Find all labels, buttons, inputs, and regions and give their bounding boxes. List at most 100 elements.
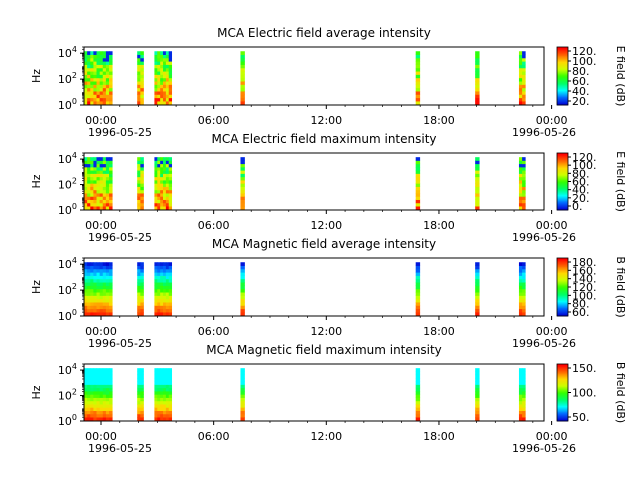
spectrum-cell <box>84 387 88 392</box>
colorbar-segment <box>557 307 568 310</box>
colorbar-segment <box>557 170 568 173</box>
spectrum-cell <box>154 180 158 184</box>
spectrum-cell <box>168 67 173 72</box>
colorbar-segment <box>557 258 568 260</box>
colorbar-segment <box>557 271 568 273</box>
colorbar-segment <box>557 65 568 67</box>
spectrum-cell <box>154 391 158 395</box>
spectrum-cell <box>140 368 144 372</box>
spectrum-cell <box>84 374 88 379</box>
spectrum-cell <box>140 173 144 178</box>
spectrum-cell <box>160 312 164 316</box>
spectrum-cell <box>99 308 104 313</box>
spectrum-cell <box>109 381 113 385</box>
data-interval-7 <box>518 262 526 316</box>
spectrum-cell <box>96 206 101 210</box>
spectrum-cell <box>105 206 110 210</box>
colorbar-segment <box>557 384 568 386</box>
spectrum-cell <box>415 81 421 85</box>
spectrum-cell <box>90 77 94 82</box>
colorbar-segment <box>557 283 568 286</box>
spectrum-cell <box>240 278 245 283</box>
spectrum-cell <box>87 308 91 313</box>
spectrum-cell <box>518 77 523 82</box>
spectrum-cell <box>522 394 526 398</box>
spectrum-cell <box>93 377 97 382</box>
data-interval-6 <box>475 51 480 105</box>
spectrum-cell <box>90 206 94 210</box>
spectrum-cell <box>99 272 104 276</box>
spectrum-cell <box>109 176 113 181</box>
spectrum-cell <box>87 413 91 418</box>
colorbar-segment <box>557 412 568 415</box>
spectrum-cell <box>137 180 141 184</box>
spectrum-cell <box>415 180 421 184</box>
spectrum-cell <box>163 71 167 75</box>
spectrum-cell <box>518 87 523 92</box>
spectrum-cell <box>522 410 526 415</box>
spectrum-cell <box>93 410 97 415</box>
spectrum-cell <box>154 417 158 421</box>
spectrum-cell <box>522 180 526 184</box>
spectrum-cell <box>84 170 88 174</box>
spectrum-cell <box>137 391 141 395</box>
spectrum-cell <box>163 298 167 303</box>
colorbar-label: B field (dB) <box>614 362 627 423</box>
spectrum-cell <box>105 377 110 382</box>
spectrum-cell <box>165 312 170 316</box>
spectrum-cell <box>96 57 101 62</box>
spectrum-cell <box>165 87 170 92</box>
spectrum-cell <box>415 410 421 415</box>
spectrum-cell <box>96 282 101 286</box>
spectrum-cell <box>96 97 101 102</box>
spectrum-cell <box>87 387 91 392</box>
colorbar-segment <box>557 372 568 374</box>
colorbar-tick-label: 120. <box>572 151 597 164</box>
spectrum-cell <box>87 180 91 184</box>
spectrum-cell <box>157 71 161 75</box>
spectrum-cell <box>160 189 164 194</box>
spectrum-cell <box>415 176 421 181</box>
spectrum-cell <box>160 407 164 411</box>
colorbar-segment <box>557 390 568 392</box>
spectrum-cell <box>518 196 523 200</box>
spectrum-cell <box>96 160 101 165</box>
spectrum-cell <box>522 97 526 102</box>
spectrum-cell <box>109 84 113 89</box>
spectrum-cell <box>87 94 91 99</box>
spectrum-cell <box>105 384 110 389</box>
spectrum-cell <box>102 61 107 65</box>
spectrum-cell <box>518 206 523 210</box>
spectrum-cell <box>93 206 97 210</box>
spectrum-cell <box>518 163 523 168</box>
spectrum-cell <box>84 97 88 102</box>
spectrum-cell <box>160 51 164 55</box>
spectrum-cell <box>102 404 107 408</box>
y-tick-label: 104 <box>58 362 77 377</box>
spectrum-cell <box>137 91 141 95</box>
spectrum-cell <box>96 312 101 316</box>
colorbar-frame <box>556 46 569 106</box>
colorbar-segment <box>557 102 568 105</box>
spectrum-cell <box>518 400 523 405</box>
colorbar-segment <box>557 57 568 60</box>
spectrum-cell <box>518 64 523 69</box>
spectrum-cell <box>105 199 110 204</box>
spectrum-cell <box>415 305 421 310</box>
spectrum-cell <box>105 295 110 300</box>
colorbar-segment <box>557 69 568 72</box>
spectrum-cell <box>475 64 480 69</box>
spectrum-cell <box>240 189 245 194</box>
spectrum-cell <box>137 298 141 303</box>
spectrum-cell <box>160 275 164 280</box>
colorbar-segment <box>557 388 568 391</box>
spectrum-cell <box>99 57 104 62</box>
spectrum-cell <box>522 202 526 207</box>
x-tick-label: 00:00 <box>85 114 117 127</box>
spectrum-cell <box>109 173 113 178</box>
spectrum-cell <box>475 101 480 105</box>
spectrum-cell <box>163 189 167 194</box>
spectrum-cell <box>99 312 104 316</box>
spectrum-cell <box>96 101 101 105</box>
spectrum-cell <box>165 166 170 171</box>
